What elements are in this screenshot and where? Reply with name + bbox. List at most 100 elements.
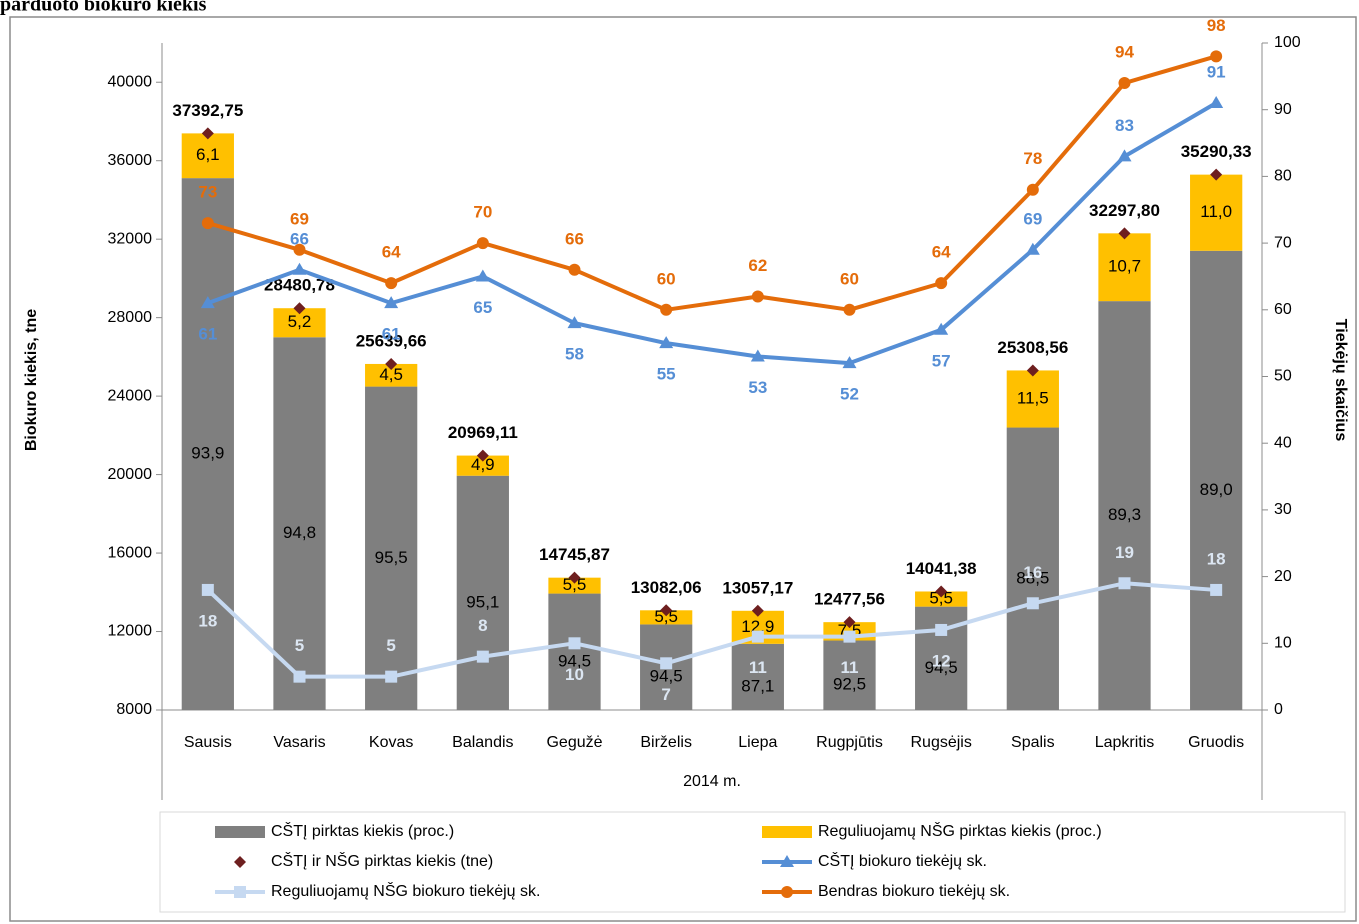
line-marker bbox=[292, 262, 307, 275]
line-value-label: 60 bbox=[840, 269, 859, 288]
line-value-label: 52 bbox=[840, 385, 859, 404]
x-tick-label: Gegužė bbox=[546, 734, 602, 751]
total-marker bbox=[385, 357, 398, 370]
line bbox=[207, 101, 1218, 366]
total-label: 32297,80 bbox=[1089, 201, 1160, 220]
x-tick-label: Balandis bbox=[452, 734, 513, 751]
legend-swatch bbox=[762, 826, 812, 838]
line-marker bbox=[751, 630, 764, 643]
legend-label: Reguliuojamų NŠG biokuro tiekėjų sk. bbox=[271, 881, 540, 900]
bar-value-label: 5,5 bbox=[563, 575, 587, 594]
y2-tick-label: 100 bbox=[1274, 34, 1301, 51]
bar-value-label: 5,5 bbox=[929, 589, 953, 608]
bar-value-label: 95,1 bbox=[466, 592, 499, 611]
y2-tick-label: 40 bbox=[1274, 434, 1292, 451]
line-value-label: 19 bbox=[1115, 543, 1134, 562]
x-tick-label: Sausis bbox=[184, 734, 232, 751]
bar-value-label: 4,9 bbox=[471, 455, 495, 474]
line-value-label: 69 bbox=[1023, 209, 1042, 228]
line-value-label: 61 bbox=[382, 325, 401, 344]
line bbox=[207, 54, 1217, 312]
bar-segment bbox=[1190, 174, 1243, 251]
line-value-label: 18 bbox=[1207, 549, 1226, 568]
line-marker bbox=[476, 650, 489, 663]
line-value-label: 11 bbox=[841, 658, 859, 677]
bar-segment bbox=[915, 591, 968, 607]
y2-tick-label: 80 bbox=[1274, 168, 1292, 185]
line bbox=[206, 581, 1217, 679]
line-value-label: 94 bbox=[1115, 43, 1134, 62]
line-marker bbox=[201, 583, 214, 596]
bar-value-label: 89,0 bbox=[1200, 480, 1233, 499]
line-marker bbox=[1210, 583, 1223, 596]
line-marker bbox=[659, 336, 674, 349]
line-marker bbox=[293, 243, 306, 256]
bar-segment bbox=[1006, 370, 1059, 428]
total-label: 14745,87 bbox=[539, 545, 610, 564]
line-marker bbox=[385, 277, 398, 290]
total-label: 28480,78 bbox=[264, 276, 335, 295]
bar-value-label: 5,2 bbox=[288, 312, 312, 331]
line-value-label: 98 bbox=[1207, 16, 1226, 35]
line-marker bbox=[842, 356, 857, 369]
bar-value-label: 11,5 bbox=[1017, 388, 1049, 407]
total-label: 37392,75 bbox=[172, 101, 243, 120]
line-marker bbox=[475, 269, 490, 282]
line-marker bbox=[843, 630, 856, 643]
bar-value-label: 94,5 bbox=[558, 651, 591, 670]
bar-value-label: 93,9 bbox=[191, 444, 224, 463]
y2-tick-label: 0 bbox=[1274, 701, 1283, 718]
bar-value-label: 10,7 bbox=[1108, 257, 1141, 276]
line-marker bbox=[660, 303, 673, 316]
bar-value-label: 87,1 bbox=[741, 676, 774, 695]
x-tick-label: Liepa bbox=[738, 734, 777, 751]
line-value-label: 60 bbox=[657, 269, 676, 288]
line-marker bbox=[843, 303, 856, 316]
bar-value-label: 94,5 bbox=[650, 667, 683, 686]
bar-value-label: 95,5 bbox=[375, 548, 408, 567]
line-value-label: 65 bbox=[473, 298, 492, 317]
bar-segment bbox=[181, 178, 234, 710]
x-tick-label: Spalis bbox=[1011, 734, 1055, 751]
y2-tick-label: 30 bbox=[1274, 501, 1292, 518]
line-marker bbox=[935, 277, 948, 290]
line-value-label: 64 bbox=[932, 243, 951, 262]
bar-value-label: 6,1 bbox=[196, 145, 220, 164]
line-marker bbox=[660, 657, 673, 670]
x-tick-label: Kovas bbox=[369, 734, 413, 751]
total-label: 35290,33 bbox=[1181, 142, 1252, 161]
legend-label: CŠTĮ ir NŠG pirktas kiekis (tne) bbox=[271, 851, 493, 870]
bar-value-label: 12,9 bbox=[741, 617, 774, 636]
x-tick-label: Rugpjūtis bbox=[816, 734, 883, 751]
total-marker bbox=[568, 571, 581, 584]
bar-segment bbox=[548, 593, 601, 710]
x-group-label: 2014 m. bbox=[683, 773, 741, 790]
line-value-label: 10 bbox=[565, 665, 584, 684]
line-value-label: 91 bbox=[1207, 63, 1226, 82]
line-marker bbox=[1025, 242, 1040, 255]
bar-value-label: 89,3 bbox=[1108, 505, 1141, 524]
y-tick-label: 24000 bbox=[108, 387, 153, 404]
bar-segment bbox=[365, 363, 418, 387]
line-value-label: 7 bbox=[661, 685, 670, 704]
line-value-label: 73 bbox=[198, 183, 217, 202]
x-tick-label: Vasaris bbox=[273, 734, 325, 751]
total-label: 25639,66 bbox=[356, 331, 427, 350]
bar-segment bbox=[1190, 250, 1243, 710]
bar-segment bbox=[1098, 301, 1151, 710]
total-label: 13082,06 bbox=[631, 578, 702, 597]
line-value-label: 55 bbox=[657, 365, 676, 384]
line-marker bbox=[568, 263, 581, 276]
y2-tick-label: 20 bbox=[1274, 568, 1292, 585]
bar-segment bbox=[731, 643, 784, 710]
total-label: 12477,56 bbox=[814, 590, 885, 609]
total-marker bbox=[935, 585, 948, 598]
line-marker bbox=[384, 296, 399, 309]
line-value-label: 66 bbox=[290, 229, 309, 248]
total-label: 14041,38 bbox=[906, 559, 977, 578]
bar-segment bbox=[181, 133, 234, 179]
y2-axis-title: Tiekėjų skaičius bbox=[1332, 319, 1349, 442]
total-label: 20969,11 bbox=[448, 423, 518, 442]
total-marker bbox=[1210, 168, 1223, 181]
line-value-label: 8 bbox=[478, 616, 487, 635]
